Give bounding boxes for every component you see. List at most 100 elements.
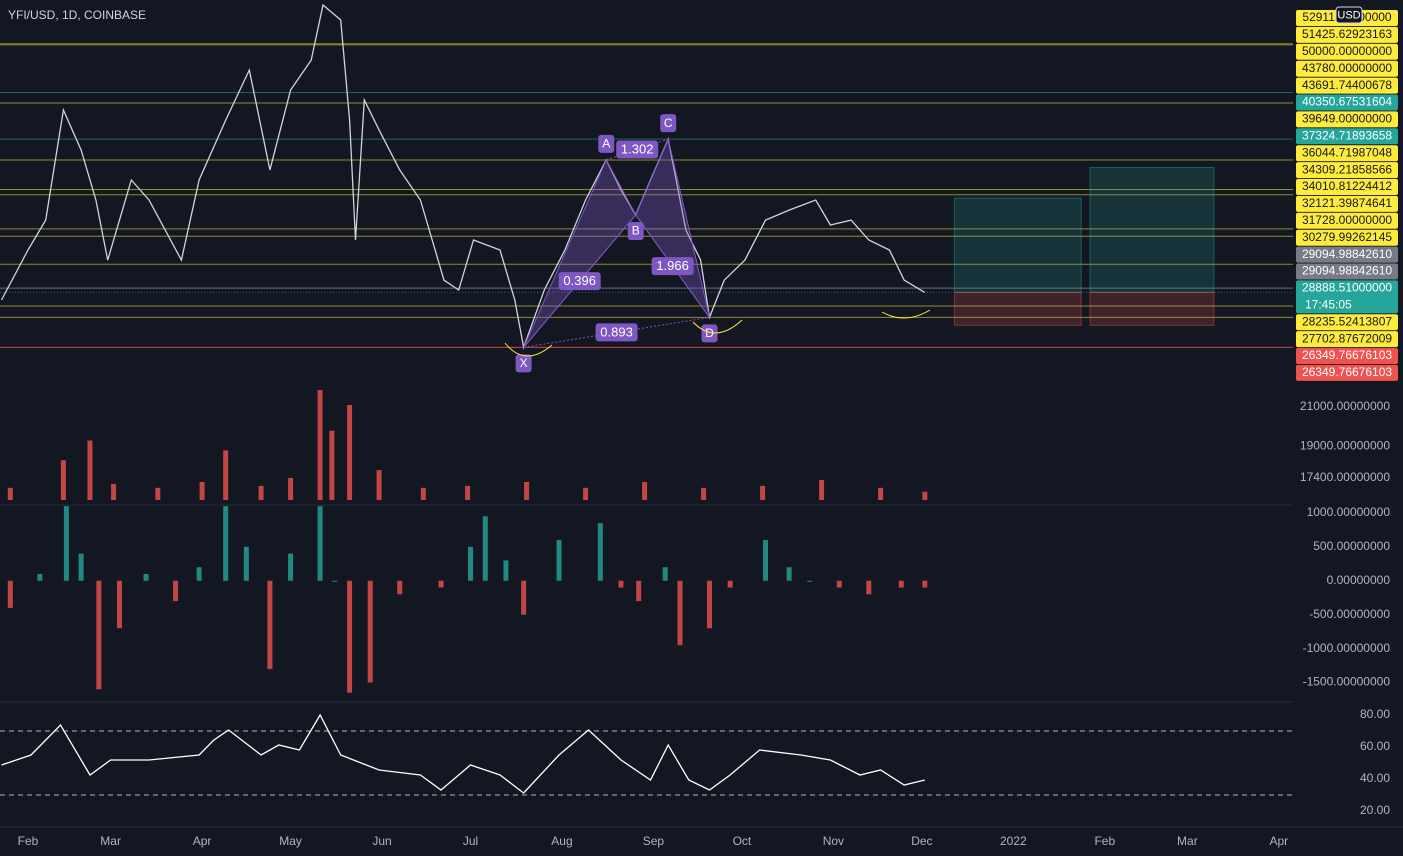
point-badge [598,134,615,153]
bar [37,573,43,581]
currency: USD [1337,9,1360,21]
x-tick-label: Jun [372,834,391,848]
bar [116,580,122,629]
position-loss [953,291,1082,326]
x-tick-label: Jul [463,834,478,848]
price-label: 51425.62923163 [1302,27,1392,41]
bar [727,580,733,588]
bar [878,487,884,500]
bar [786,567,792,581]
ratio-badge [651,257,694,276]
position-loss [1089,291,1215,326]
chart-title: YFI/USD, 1D, COINBASE [8,8,146,22]
y-tick-label: 20.00 [1360,803,1390,817]
bar [347,405,353,500]
bar [329,430,335,500]
price-label-bg [1296,364,1398,381]
price-label: 34010.81224412 [1302,179,1392,193]
axes: Feb Mar Apr May Jun Jul Aug Sep Oct Nov Dec 2022 Feb… [18,6,1398,848]
x-tick-label: Apr [193,834,212,848]
y-tick-label: 0.00000000 [1327,573,1391,587]
point-label: A [602,137,610,151]
pattern-triangle [635,137,710,318]
bar [87,440,93,500]
price-label-bg [1296,94,1398,111]
price-label-bg [1296,162,1398,179]
price-label-bg [1296,43,1398,60]
price-label: 37324.71893658 [1302,128,1392,142]
ratio-badge [595,323,638,342]
bar [898,580,904,588]
bar [173,580,179,602]
x-tick-label: Dec [911,834,932,848]
point-label: D [705,326,714,340]
bar [763,540,769,581]
x-tick-label: Feb [1094,834,1115,848]
bar [332,580,338,582]
y-tick-label: 80.00 [1360,707,1390,721]
x-tick-label: 2022 [1000,834,1027,848]
bar [866,580,872,595]
bar [482,516,488,581]
currency-badge [1335,6,1363,24]
bar [597,523,603,581]
point-label: B [632,224,640,238]
bar [376,470,382,500]
countdown: 17:45:05 [1305,297,1352,311]
price-label-bg [1296,331,1398,348]
bar [438,580,444,588]
price-pane: 0.396 1.302 1.966 0.893 X A B C D [0,3,1293,373]
price-label-bg [1296,263,1398,280]
bar [922,580,928,588]
position-profit [953,197,1082,293]
point-badge [515,354,532,373]
price-label: 26349.76676103 [1302,348,1392,362]
bar [96,580,102,690]
point-label: C [664,116,673,130]
bar [288,477,294,500]
bar [636,580,642,602]
bar [836,580,842,588]
point-label: X [520,356,528,370]
y-tick-label: -500.00000000 [1309,607,1390,621]
price-label: 31728.00000000 [1302,213,1392,227]
price-label-bg [1296,111,1398,128]
ratio-badge [558,272,601,291]
bar [706,580,712,629]
bar [465,485,471,500]
bar [618,580,624,588]
price-label: 32121.39874641 [1302,196,1392,210]
bar [524,481,530,500]
x-tick-label: Aug [551,834,572,848]
price-label: 28235.52413807 [1302,314,1392,328]
ratio-label: 1.302 [621,141,654,156]
bar [760,485,766,500]
price-label-bg [1296,128,1398,145]
price-label-bg [1296,314,1398,331]
point-badge [627,221,644,240]
bar [267,580,273,669]
y-tick-label: 40.00 [1360,771,1390,785]
bar [199,481,205,500]
pattern-ratio-line [523,316,710,348]
price-label-bg [1296,195,1398,212]
x-tick-label: May [279,834,302,848]
arc [504,342,553,357]
ratio-label: 0.893 [600,324,633,339]
bar [420,487,426,500]
price-label: 40350.67531604 [1302,95,1392,109]
pattern-ratio-line [635,214,710,318]
arc [692,319,743,334]
bar [155,487,161,500]
bar [317,390,323,500]
bar [397,580,403,595]
price-label: 26349.76676103 [1302,365,1392,379]
price-label: 50000.00000000 [1302,44,1392,58]
arc [881,309,931,319]
x-tick-label: Mar [1177,834,1198,848]
bar [701,487,707,500]
price-label-bg [1296,280,1398,314]
x-tick-label: Oct [733,834,752,848]
